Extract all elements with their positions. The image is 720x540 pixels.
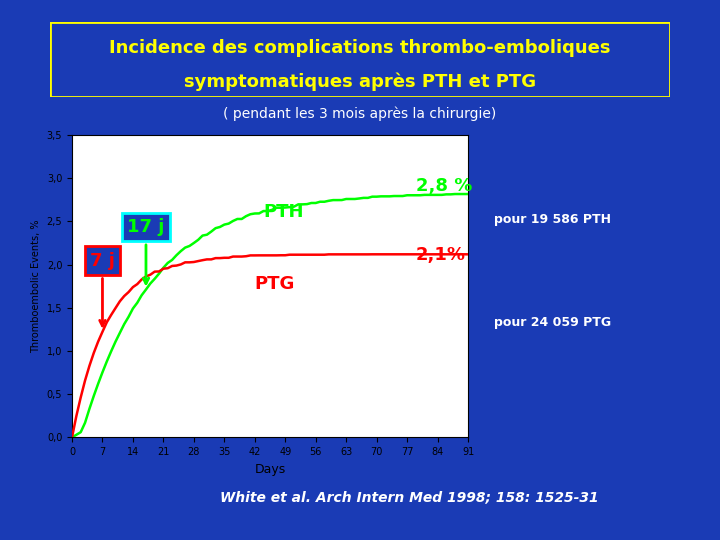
Text: symptomatiques après PTH et PTG: symptomatiques après PTH et PTG [184,73,536,91]
Text: pour 19 586 PTH: pour 19 586 PTH [495,213,611,226]
Text: White et al. Arch Intern Med 1998; 158: 1525-31: White et al. Arch Intern Med 1998; 158: … [220,490,599,504]
Text: 7 j: 7 j [90,252,115,269]
FancyBboxPatch shape [50,22,670,97]
Text: Incidence des complications thrombo-emboliques: Incidence des complications thrombo-embo… [109,39,611,57]
Text: PTG: PTG [255,275,295,293]
X-axis label: Days: Days [254,463,286,476]
Text: pour 24 059 PTG: pour 24 059 PTG [495,316,611,329]
Text: 2,8 %: 2,8 % [415,177,472,195]
Text: ( pendant les 3 mois après la chirurgie): ( pendant les 3 mois après la chirurgie) [223,106,497,120]
Text: PTH: PTH [264,203,304,221]
Y-axis label: Thromboembolic Events, %: Thromboembolic Events, % [31,219,41,353]
Text: 17 j: 17 j [127,218,165,236]
Text: 2,1%: 2,1% [415,246,466,264]
